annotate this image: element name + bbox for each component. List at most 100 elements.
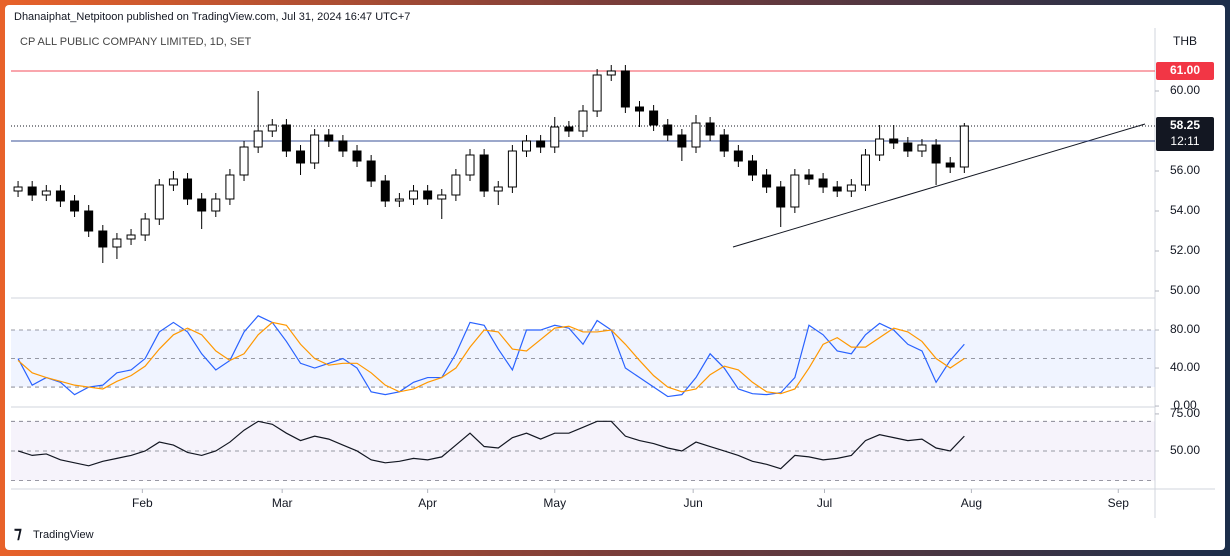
candle-body: [903, 142, 913, 152]
candle-body: [691, 122, 701, 148]
candle-body: [959, 125, 969, 168]
candle-body: [154, 184, 164, 220]
candle-body: [394, 198, 404, 202]
countdown: 12:11: [1170, 134, 1199, 148]
candle-body: [352, 150, 362, 162]
candle-body: [663, 124, 673, 136]
price-label: 58.25: [1170, 118, 1200, 132]
x-tick-label: Jun: [683, 496, 702, 510]
candle-body: [437, 194, 447, 200]
candle-body: [112, 238, 122, 248]
candle-body: [55, 190, 65, 202]
x-tick-label: May: [543, 496, 566, 510]
candle-body: [84, 210, 94, 232]
candle-body: [606, 70, 616, 76]
publisher: Dhanaiphat_Netpitoon published on Tradin…: [14, 11, 410, 23]
y-tick-label: 56.00: [1170, 163, 1200, 177]
candle-body: [889, 138, 899, 144]
candle-body: [98, 230, 108, 248]
x-tick-label: Aug: [961, 496, 982, 510]
candle-body: [479, 154, 489, 192]
candle-body: [846, 184, 856, 192]
x-tick-label: Feb: [132, 496, 153, 510]
price-label-box: [1156, 117, 1214, 151]
indicator-line: [17, 420, 965, 470]
candle-body: [747, 160, 757, 176]
candle-body: [677, 134, 687, 148]
candle-body: [493, 186, 503, 192]
candle-body: [465, 154, 475, 176]
candle-body: [649, 110, 659, 126]
price-label-box: [1156, 62, 1214, 80]
x-tick-label: Jul: [817, 496, 832, 510]
brand: TradingView: [33, 529, 94, 541]
candle-body: [140, 218, 150, 236]
candle-body: [296, 150, 306, 164]
candle-body: [380, 180, 390, 202]
candle-body: [27, 186, 37, 196]
candle-body: [762, 174, 772, 188]
candle-body: [634, 106, 644, 112]
candle-body: [578, 110, 588, 132]
indicator-line: [17, 321, 965, 395]
candle-body: [564, 126, 574, 132]
y-tick-label: 52.00: [1170, 243, 1200, 257]
candle-body: [832, 186, 842, 192]
candle-body: [324, 134, 334, 142]
candle-body: [550, 126, 560, 148]
candle-body: [225, 174, 235, 200]
candle-body: [409, 190, 419, 200]
y-tick-label: 0.00: [1173, 398, 1197, 412]
logo: ⁊: [14, 525, 22, 542]
y-tick-label: 54.00: [1170, 203, 1200, 217]
candle-body: [366, 160, 376, 182]
x-tick-label: Sep: [1108, 496, 1130, 510]
candle-body: [620, 70, 630, 108]
candle-body: [253, 130, 263, 148]
candle-body: [507, 150, 517, 188]
candle-body: [211, 198, 221, 212]
candle-body: [917, 144, 927, 152]
currency: THB: [1173, 34, 1197, 48]
candle-body: [776, 186, 786, 208]
candle-body: [536, 140, 546, 148]
candle-body: [790, 174, 800, 208]
candle-body: [522, 140, 532, 152]
price-label: 61.00: [1170, 63, 1200, 77]
y-tick-label: 50.00: [1170, 443, 1200, 457]
candle-body: [41, 190, 51, 196]
symbol: CP ALL PUBLIC COMPANY LIMITED, 1D, SET: [20, 36, 252, 48]
candle-body: [13, 186, 23, 192]
y-tick-label: 50.00: [1170, 283, 1200, 297]
candle-body: [267, 124, 277, 132]
candle-body: [126, 234, 136, 240]
candle-body: [197, 198, 207, 212]
candle-body: [733, 150, 743, 162]
candle-body: [310, 134, 320, 164]
candle-body: [860, 154, 870, 186]
candle-body: [705, 122, 715, 136]
candle-body: [451, 174, 461, 196]
candle-body: [281, 124, 291, 152]
x-tick-label: Mar: [272, 496, 293, 510]
candle-body: [592, 74, 602, 112]
candle-body: [168, 178, 178, 186]
candle-body: [931, 144, 941, 164]
y-tick-label: 80.00: [1170, 322, 1200, 336]
candle-body: [239, 146, 249, 176]
y-tick-label: 75.00: [1170, 406, 1200, 420]
candle-body: [423, 190, 433, 200]
candle-body: [719, 134, 729, 152]
x-tick-label: Apr: [418, 496, 437, 510]
trend-line: [732, 123, 1146, 248]
y-tick-label: 60.00: [1170, 83, 1200, 97]
candle-body: [183, 178, 193, 200]
candle-body: [70, 200, 80, 212]
candle-body: [818, 178, 828, 188]
candle-body: [804, 174, 814, 180]
indicator-line: [17, 315, 965, 398]
candle-body: [338, 140, 348, 152]
y-tick-label: 40.00: [1170, 360, 1200, 374]
candle-body: [945, 162, 955, 168]
